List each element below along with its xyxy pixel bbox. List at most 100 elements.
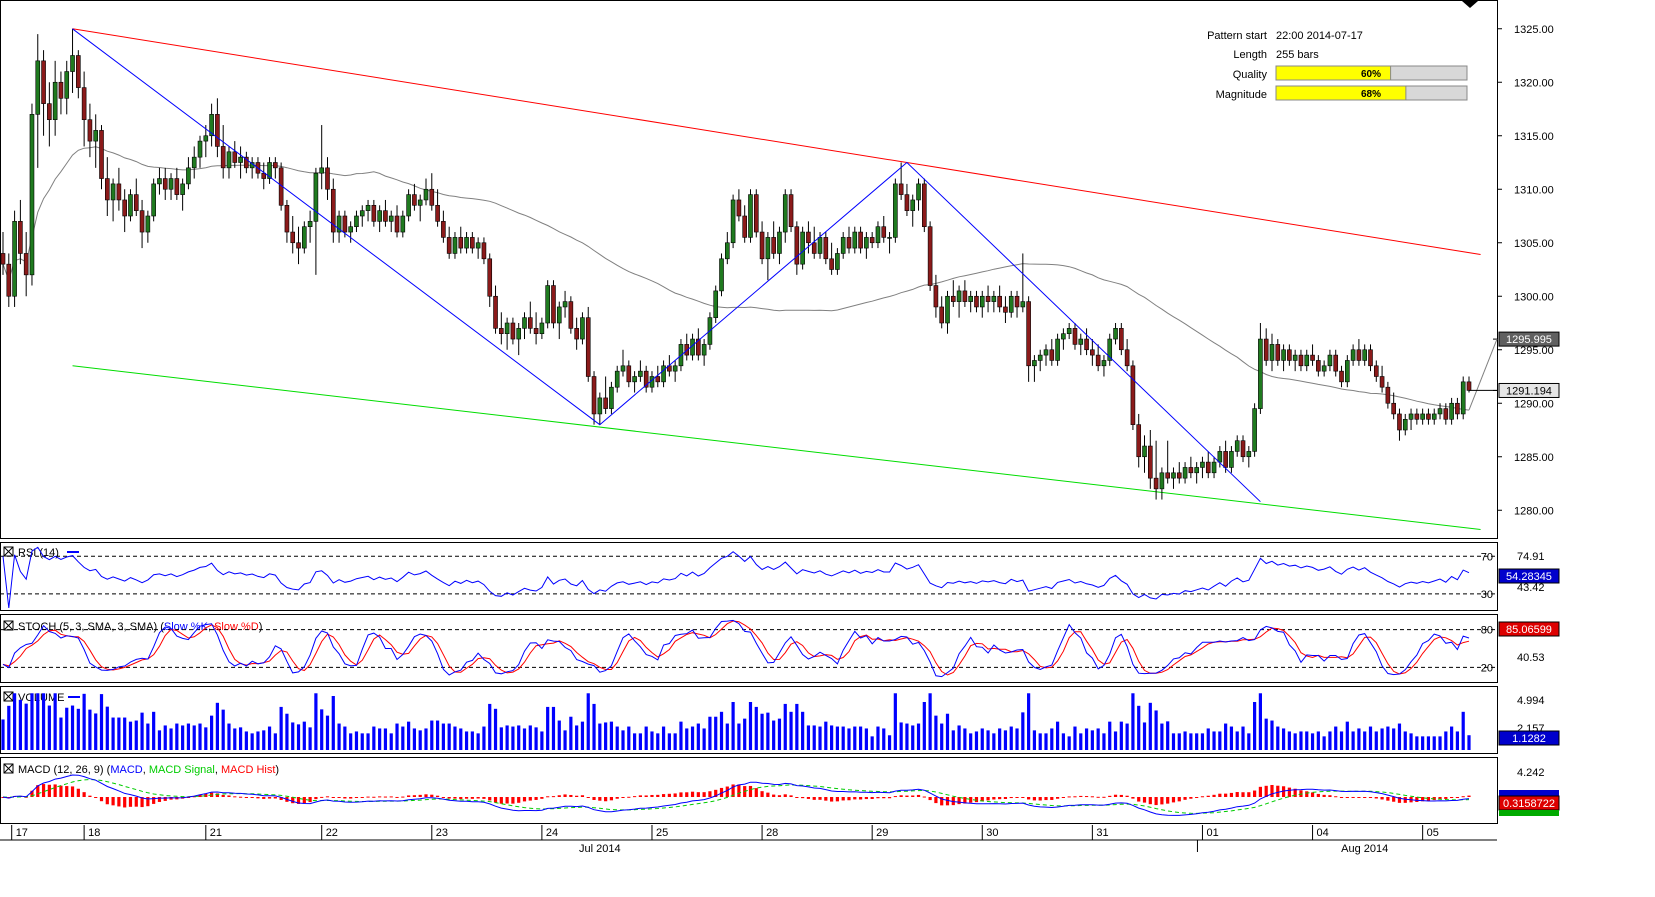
volume-bar <box>743 718 747 750</box>
candle-up <box>145 215 151 233</box>
volume-bar <box>505 725 509 750</box>
macd-hist-bar <box>418 794 422 797</box>
price-tick-label: 1280.00 <box>1514 505 1554 517</box>
macd-close-icon[interactable] <box>3 763 14 774</box>
candle-up <box>719 258 724 292</box>
macd-hist-bar <box>1281 786 1286 797</box>
candle-up <box>464 237 469 249</box>
macd-hist-bar <box>1438 797 1442 800</box>
candle-up <box>1043 349 1049 356</box>
volume-bar <box>766 712 770 750</box>
macd-hist-bar <box>1084 796 1089 798</box>
candle-up <box>307 221 313 228</box>
candle-up <box>110 183 116 201</box>
candle-up <box>800 231 805 265</box>
candle-up <box>336 215 342 233</box>
stoch-level-label: 20 <box>1481 662 1493 674</box>
candle-down <box>684 344 690 356</box>
macd-hist-bar <box>123 797 127 808</box>
macd-hist-bar <box>661 794 666 797</box>
volume-bar <box>401 726 405 750</box>
macd-hist-bar <box>1061 797 1065 798</box>
candle-down <box>846 237 852 249</box>
macd-hist-bar <box>378 796 382 798</box>
collapse-arrow-icon[interactable] <box>1462 1 1478 8</box>
volume-bar <box>30 693 34 750</box>
candle-down <box>1072 328 1078 345</box>
volume-bar <box>812 725 816 750</box>
volume-bar <box>818 726 822 750</box>
macd-hist-bar <box>853 797 857 800</box>
volume-bar <box>1084 728 1089 750</box>
macd-hist-bar <box>256 797 260 799</box>
candle-up <box>1066 328 1072 335</box>
candle-up <box>840 237 846 254</box>
volume-bar <box>459 728 463 750</box>
volume-bar <box>1171 733 1176 750</box>
macd-hist-bar <box>1339 797 1344 798</box>
macd-hist-bar <box>511 797 515 804</box>
stoch-close-icon[interactable] <box>3 620 14 631</box>
candle-down <box>922 183 927 227</box>
volume-bar <box>1 719 5 750</box>
candle-down <box>1240 440 1246 458</box>
macd-hist-bar <box>1195 797 1199 798</box>
volume-bar <box>586 693 590 750</box>
day-tick-label: 25 <box>656 827 668 839</box>
macd-hist-bar <box>117 797 121 807</box>
volume-bar <box>760 713 764 750</box>
candle-down <box>939 306 945 324</box>
macd-hist-bar <box>1189 797 1193 799</box>
volume-bar <box>1229 726 1234 750</box>
last-price-box <box>1498 382 1560 398</box>
candle-down <box>6 263 12 297</box>
macd-hist-bar <box>1044 797 1048 801</box>
rsi-close-icon[interactable] <box>3 546 14 557</box>
macd-hist-bar <box>679 792 683 797</box>
macd-hist-bar <box>1328 795 1332 797</box>
volume-bar <box>986 730 990 750</box>
volume-bar <box>1281 728 1286 750</box>
macd-hist-bar <box>1235 792 1239 797</box>
candle-up <box>777 231 782 254</box>
macd-hist-bar <box>905 795 909 797</box>
volume-bar <box>1322 736 1326 750</box>
macd-hist-bar <box>806 797 811 799</box>
volume-bar <box>488 703 492 750</box>
macd-hist-bar <box>105 797 109 805</box>
volume-bar <box>1316 731 1320 750</box>
macd-hist-bar <box>53 784 57 797</box>
macd-hist-bar <box>1200 796 1205 798</box>
candle-up <box>452 237 458 254</box>
candle-up <box>916 183 921 201</box>
volume-bar <box>1438 736 1442 750</box>
volume-axis-label: 4.994 <box>1517 695 1545 707</box>
volume-bar <box>557 720 561 750</box>
volume-bar <box>76 708 80 750</box>
macd-hist-bar <box>1241 792 1245 797</box>
macd-hist-bar <box>772 794 776 797</box>
macd-hist-bar <box>1380 797 1384 800</box>
volume-close-icon[interactable] <box>3 691 14 702</box>
macd-last-box-bottom <box>1499 810 1559 816</box>
candle-up <box>203 135 209 142</box>
macd-hist-bar <box>1334 796 1338 798</box>
macd-hist-bar <box>1253 790 1257 797</box>
volume-bar <box>1247 733 1251 750</box>
macd-hist-bar <box>876 797 880 799</box>
macd-hist-bar <box>690 791 695 797</box>
volume-bar <box>1079 733 1083 750</box>
candle-up <box>359 210 365 217</box>
candlesticks <box>0 28 1472 500</box>
candle-down <box>759 231 765 260</box>
candle-down <box>753 194 759 233</box>
volume-bar <box>690 726 695 750</box>
macd-hist-bar <box>887 797 892 799</box>
candle-down <box>0 253 6 265</box>
macd-hist-bar <box>1160 797 1164 805</box>
macd-hist-bar <box>528 797 532 801</box>
macd-hist-bar <box>476 797 480 799</box>
candle-up <box>609 386 614 409</box>
volume-bar <box>140 712 144 750</box>
volume-bar <box>1328 731 1332 750</box>
